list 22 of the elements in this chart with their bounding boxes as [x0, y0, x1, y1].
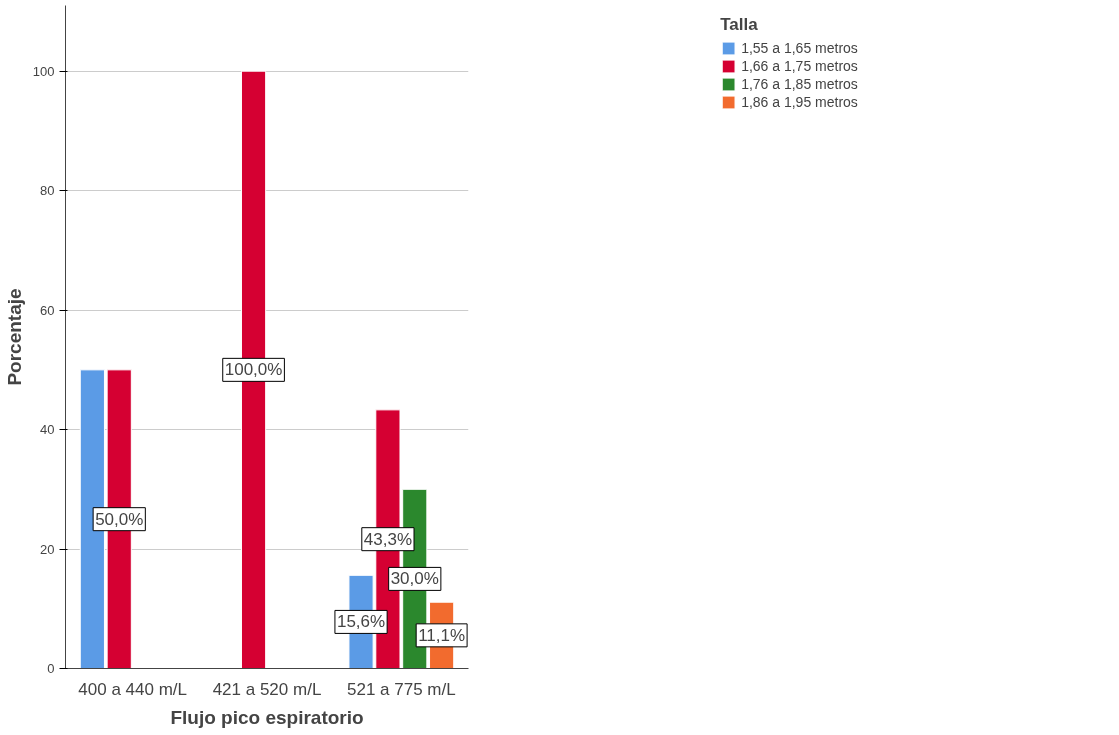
- legend-label: 1,86 a 1,95 metros: [741, 94, 858, 110]
- data-label: 30,0%: [390, 569, 439, 589]
- y-tick-label: 100: [32, 63, 55, 79]
- data-label: 50,0%: [95, 509, 144, 529]
- data-label: 100,0%: [224, 360, 283, 380]
- legend-label: 1,66 a 1,75 metros: [741, 58, 858, 74]
- y-tick-label: 20: [40, 541, 55, 557]
- data-label: 43,3%: [363, 529, 412, 549]
- y-tick-label: 80: [40, 183, 55, 199]
- data-label: 11,1%: [418, 625, 466, 645]
- legend-label: 1,76 a 1,85 metros: [741, 76, 858, 92]
- x-tick-label: 421 a 520 m/L: [212, 679, 322, 699]
- legend-label: 1,55 a 1,65 metros: [741, 40, 858, 56]
- y-axis-title: Porcentaje: [3, 288, 25, 386]
- x-tick-label: 400 a 440 m/L: [78, 679, 188, 699]
- y-tick-label: 40: [40, 422, 55, 438]
- y-tick-label: 0: [47, 661, 55, 676]
- x-axis-title: Flujo pico espiratorio: [170, 706, 364, 728]
- x-tick-label: 521 a 775 m/L: [346, 679, 456, 699]
- y-tick-label: 60: [40, 302, 55, 318]
- legend-title: Talla: [720, 15, 759, 35]
- data-label: 15,6%: [336, 612, 386, 632]
